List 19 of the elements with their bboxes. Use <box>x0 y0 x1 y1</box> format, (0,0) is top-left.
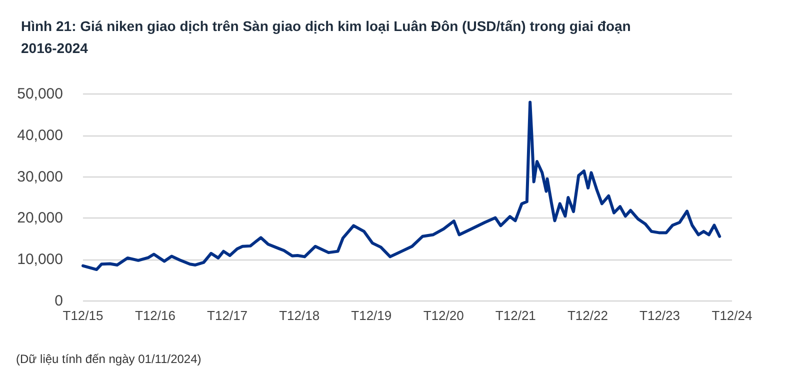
y-tick-label: 10,000 <box>17 251 63 268</box>
x-tick-label: T12/20 <box>423 308 464 323</box>
x-tick-label: T12/24 <box>712 308 752 323</box>
y-tick-label: 30,000 <box>17 168 63 186</box>
line-series <box>82 100 722 272</box>
x-tick-label: T12/18 <box>279 308 320 323</box>
text: (Dữ liệu tính đến ngày 01/11/2024) <box>16 352 202 366</box>
x-tick-label: T12/21 <box>495 308 536 323</box>
x-tick-label: T12/17 <box>207 308 248 323</box>
x-tick-label: T12/16 <box>135 308 176 323</box>
y-tick-label: 0 <box>54 292 63 310</box>
y-tick-label: 40,000 <box>17 126 63 144</box>
x-tick-label: T12/23 <box>640 308 680 323</box>
y-tick-label: 20,000 <box>17 210 63 227</box>
x-tick-label: T12/19 <box>351 308 392 323</box>
x-tick-label: T12/15 <box>62 308 104 323</box>
y-tick-label: 50,000 <box>17 86 63 102</box>
chart-title: Hình 21: Giá niken giao dịch trên Sàn giao dịch kim loại Luân Đôn (USD/tấn) trong giai đoạn 2016-2024 <box>21 18 635 56</box>
x-tick-label: T12/22 <box>567 308 608 323</box>
